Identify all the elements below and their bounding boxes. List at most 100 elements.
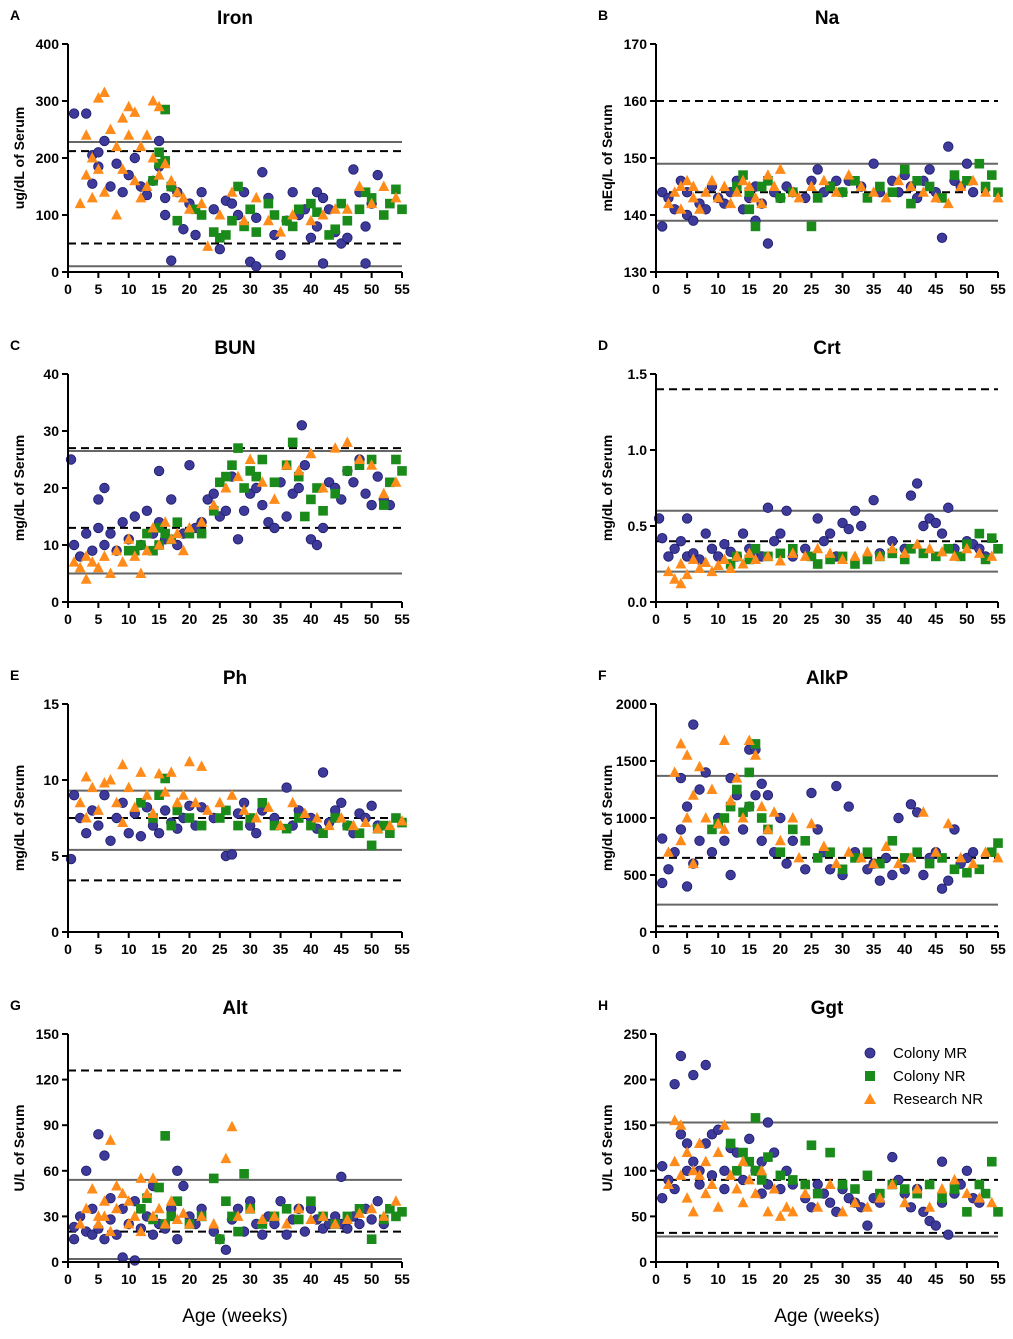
- data-point-c-1-16: [233, 443, 243, 453]
- data-point-h-2-21: [743, 1173, 755, 1185]
- data-point-d-2-17: [774, 554, 786, 566]
- y-axis-label-a: ug/dL of Serum: [11, 107, 27, 209]
- data-point-h-1-10: [800, 1179, 811, 1190]
- x-tick-label-c-4: 20: [182, 611, 198, 627]
- y-tick-label-b-3: 160: [624, 93, 648, 109]
- data-point-b-2-37: [980, 186, 992, 197]
- data-point-b-1-15: [875, 181, 885, 192]
- data-point-e-0-10: [123, 828, 134, 839]
- data-point-g-2-24: [177, 1207, 189, 1218]
- x-axis-label-left: Age (weeks): [182, 1306, 288, 1327]
- data-point-c-2-33: [341, 436, 353, 447]
- data-point-a-1-25: [330, 224, 340, 235]
- data-point-e-0-45: [366, 800, 377, 812]
- panel-letter-c: C: [10, 337, 20, 353]
- data-point-h-0-3: [669, 1078, 680, 1090]
- data-point-g-2-5: [98, 1195, 110, 1206]
- data-point-h-0-13: [700, 1059, 711, 1071]
- x-tick-label-d-1: 5: [683, 611, 691, 627]
- y-tick-label-g-5: 150: [36, 1026, 60, 1042]
- data-point-d-0-29: [837, 517, 848, 529]
- data-point-d-2-10: [718, 553, 730, 564]
- data-point-c-2-28: [281, 459, 293, 470]
- data-point-c-2-26: [256, 476, 268, 487]
- y-tick-label-g-3: 90: [43, 1117, 59, 1133]
- data-point-d-0-38: [911, 478, 923, 489]
- data-point-h-2-10: [694, 1137, 706, 1148]
- data-point-h-1-5: [750, 1166, 761, 1176]
- data-point-c-1-23: [287, 437, 298, 448]
- data-point-h-0-5: [675, 1050, 687, 1062]
- data-point-g-0-26: [172, 1165, 183, 1177]
- data-point-a-2-18: [135, 140, 147, 152]
- data-point-g-0-9: [99, 1150, 110, 1161]
- data-point-c-0-11: [117, 517, 128, 528]
- data-point-h-1-2: [738, 1147, 748, 1158]
- data-point-a-2-10: [111, 140, 123, 152]
- data-point-c-1-19: [251, 471, 262, 482]
- data-point-h-0-23: [744, 1133, 755, 1145]
- data-point-g-2-31: [244, 1202, 256, 1214]
- data-point-d-2-3: [675, 558, 687, 569]
- data-point-b-1-21: [937, 193, 947, 203]
- data-point-g-2-7: [105, 1134, 117, 1145]
- data-point-f-2-20: [762, 823, 774, 834]
- data-point-e-2-6: [105, 774, 117, 785]
- data-point-g-1-28: [385, 1204, 395, 1214]
- data-point-b-2-5: [687, 191, 699, 203]
- data-point-a-2-1: [80, 169, 92, 180]
- data-point-e-0-3: [81, 828, 92, 839]
- x-tick-label-b-3: 15: [741, 281, 757, 297]
- data-point-c-0-8: [99, 539, 110, 551]
- x-tick-label-e-7: 35: [273, 941, 289, 957]
- data-point-c-2-6: [98, 550, 110, 561]
- data-point-g-2-37: [317, 1210, 329, 1221]
- data-point-a-0-55: [360, 221, 371, 232]
- data-point-b-2-32: [917, 186, 929, 197]
- data-point-g-2-8: [105, 1225, 117, 1237]
- series-g-research-nr: [74, 1120, 402, 1237]
- data-point-e-2-37: [372, 822, 384, 834]
- data-point-g-0-17: [129, 1255, 141, 1266]
- data-point-a-1-9: [208, 227, 219, 237]
- data-point-c-1-12: [208, 506, 219, 516]
- data-point-e-0-12: [135, 831, 147, 842]
- data-point-e-2-33: [323, 819, 335, 831]
- data-point-a-1-7: [190, 204, 201, 215]
- data-point-d-0-2: [663, 551, 674, 562]
- data-point-e-2-15: [153, 767, 165, 779]
- data-point-d-0-37: [905, 490, 917, 501]
- data-point-b-1-4: [750, 221, 761, 232]
- data-point-c-2-30: [305, 447, 317, 459]
- data-point-b-2-4: [681, 174, 693, 186]
- data-point-b-1-10: [812, 193, 823, 203]
- data-point-f-0-5: [675, 824, 687, 835]
- x-tick-label-f-10: 50: [959, 941, 975, 957]
- data-point-a-0-52: [348, 164, 359, 175]
- x-tick-label-b-11: 55: [990, 281, 1006, 297]
- data-point-b-0-20: [762, 238, 774, 249]
- data-point-f-0-15: [719, 835, 730, 847]
- data-point-g-2-18: [147, 1210, 159, 1221]
- x-tick-label-d-5: 25: [804, 611, 820, 627]
- x-tick-label-b-5: 25: [804, 281, 820, 297]
- data-point-b-2-26: [843, 169, 855, 180]
- data-point-f-0-7: [681, 881, 693, 892]
- data-point-d-2-21: [824, 547, 836, 558]
- y-axis-label-g: U/L of Serum: [11, 1105, 27, 1192]
- data-point-g-2-17: [141, 1187, 153, 1199]
- data-point-h-2-30: [812, 1201, 824, 1212]
- data-point-g-2-22: [165, 1195, 177, 1206]
- data-point-a-2-47: [390, 191, 402, 203]
- data-point-f-1-12: [788, 824, 798, 835]
- data-point-b-2-21: [787, 186, 799, 197]
- data-point-h-2-20: [737, 1196, 749, 1208]
- x-tick-label-f-0: 0: [652, 941, 660, 957]
- x-tick-label-a-5: 25: [212, 281, 228, 297]
- data-point-h-0-43: [862, 1220, 873, 1231]
- data-point-f-0-52: [936, 883, 948, 894]
- x-tick-label-g-0: 0: [64, 1271, 72, 1287]
- data-point-c-1-24: [293, 471, 304, 482]
- data-point-b-0-27: [812, 164, 823, 175]
